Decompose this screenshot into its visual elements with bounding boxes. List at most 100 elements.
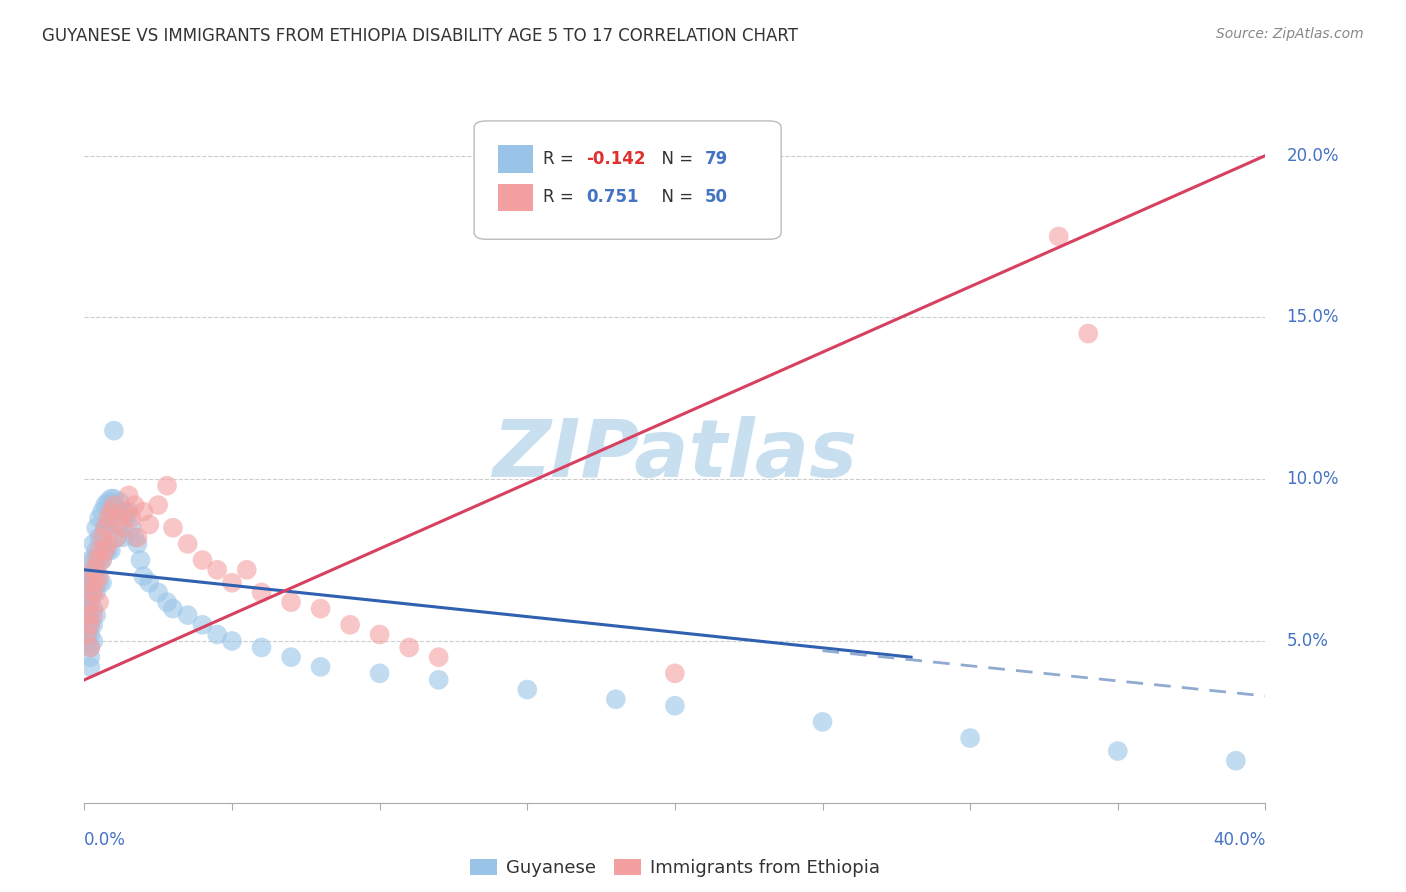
Point [103, 498, 125, 512]
Text: 0.751: 0.751 [586, 188, 638, 206]
Point [84, 521, 107, 535]
Point [103, 491, 125, 506]
Point [148, 498, 170, 512]
Point [105, 531, 128, 545]
Point [76, 617, 98, 632]
Point [605, 692, 627, 706]
Text: 79: 79 [704, 150, 728, 169]
Point [177, 608, 200, 623]
Point [427, 650, 450, 665]
Text: 5.0%: 5.0% [1286, 632, 1329, 650]
Text: 50: 50 [704, 188, 727, 206]
Point [205, 627, 228, 641]
FancyBboxPatch shape [474, 121, 782, 239]
Text: ZIPatlas: ZIPatlas [492, 416, 858, 494]
FancyBboxPatch shape [498, 145, 533, 173]
Legend: Guyanese, Immigrants from Ethiopia: Guyanese, Immigrants from Ethiopia [463, 852, 887, 884]
Point [162, 601, 184, 615]
Point [100, 491, 122, 506]
Point [1047, 229, 1070, 244]
Text: R =: R = [543, 188, 579, 206]
Point [79, 627, 101, 641]
Point [156, 478, 179, 492]
Point [97, 537, 120, 551]
Text: 20.0%: 20.0% [1286, 146, 1339, 165]
Point [138, 575, 160, 590]
Point [84, 543, 107, 558]
Point [84, 585, 107, 599]
Point [114, 504, 136, 518]
Text: Source: ZipAtlas.com: Source: ZipAtlas.com [1216, 27, 1364, 41]
Point [94, 543, 117, 558]
Point [235, 563, 259, 577]
Point [76, 627, 98, 641]
Point [121, 511, 143, 525]
Point [97, 517, 120, 532]
Point [84, 563, 107, 577]
Point [87, 575, 111, 590]
Point [76, 569, 98, 583]
Point [97, 495, 120, 509]
Point [811, 714, 834, 729]
Point [124, 498, 146, 512]
Point [87, 511, 111, 525]
Point [114, 511, 136, 525]
Point [177, 537, 200, 551]
Point [1077, 326, 1099, 341]
Point [309, 660, 332, 674]
Point [87, 553, 111, 567]
Point [280, 595, 302, 609]
Point [118, 488, 141, 502]
Point [76, 601, 98, 615]
Point [191, 553, 214, 567]
Point [76, 585, 98, 599]
Point [105, 504, 128, 518]
Text: R =: R = [543, 150, 579, 169]
Point [79, 640, 101, 655]
Text: 10.0%: 10.0% [1286, 470, 1339, 488]
Point [368, 666, 391, 681]
Point [97, 511, 120, 525]
Point [79, 553, 101, 567]
Point [82, 585, 104, 599]
Point [156, 595, 179, 609]
Point [162, 521, 184, 535]
Point [309, 601, 332, 615]
Point [664, 666, 686, 681]
Point [82, 569, 104, 583]
Point [91, 553, 114, 567]
Point [79, 617, 101, 632]
Point [100, 504, 122, 518]
Point [82, 634, 104, 648]
Point [91, 575, 114, 590]
Point [1107, 744, 1129, 758]
Point [94, 521, 117, 535]
Text: N =: N = [651, 150, 699, 169]
Text: GUYANESE VS IMMIGRANTS FROM ETHIOPIA DISABILITY AGE 5 TO 17 CORRELATION CHART: GUYANESE VS IMMIGRANTS FROM ETHIOPIA DIS… [42, 27, 799, 45]
Point [91, 531, 114, 545]
Point [91, 531, 114, 545]
Point [127, 531, 149, 545]
Point [94, 543, 117, 558]
Point [108, 511, 131, 525]
Point [111, 504, 134, 518]
Point [82, 537, 104, 551]
Point [103, 424, 125, 438]
Point [124, 531, 146, 545]
Point [84, 575, 107, 590]
Point [97, 543, 120, 558]
Point [91, 504, 114, 518]
Point [87, 595, 111, 609]
Point [280, 650, 302, 665]
Point [79, 595, 101, 609]
Point [79, 595, 101, 609]
Point [100, 514, 122, 528]
Point [959, 731, 981, 745]
Point [221, 575, 243, 590]
Point [111, 531, 134, 545]
Point [191, 617, 214, 632]
Point [76, 634, 98, 648]
Text: 40.0%: 40.0% [1213, 830, 1265, 848]
Point [91, 553, 114, 567]
Point [105, 531, 128, 545]
